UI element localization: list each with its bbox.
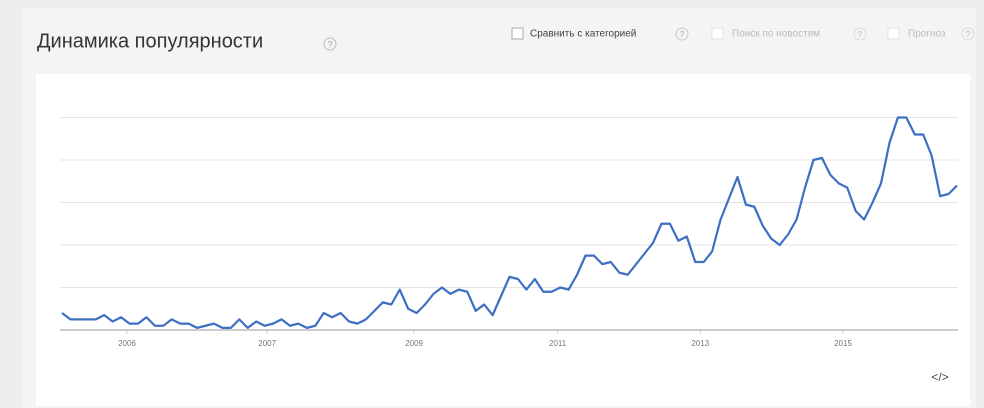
compare-label[interactable]: Сравнить с категорией [530,29,636,40]
help-icon[interactable] [961,27,975,41]
x-tick-label: 2011 [549,339,567,348]
x-tick-label: 2015 [834,339,852,348]
help-text: ? [328,40,333,49]
help-text: ? [858,30,863,39]
x-tick-label: 2006 [118,339,136,348]
help-icon[interactable] [853,27,867,41]
news-label[interactable]: Поиск по новостям [732,29,820,40]
x-tick-label: 2013 [691,339,709,348]
line [61,116,958,329]
forecast-label[interactable]: Прогноз [908,29,946,40]
help-icon[interactable] [323,37,337,51]
plot-area [36,74,970,406]
checkbox[interactable] [711,27,724,40]
x-tick-label: 2007 [258,339,276,348]
checkbox[interactable] [511,27,524,40]
help-text: ? [680,30,685,39]
help-icon[interactable] [675,27,689,41]
embed-button[interactable]: </> [931,370,948,384]
chart-title: Динамика популярности [37,30,263,52]
x-tick-label: 2009 [405,339,423,348]
help-text: ? [966,30,971,39]
checkbox[interactable] [887,27,900,40]
